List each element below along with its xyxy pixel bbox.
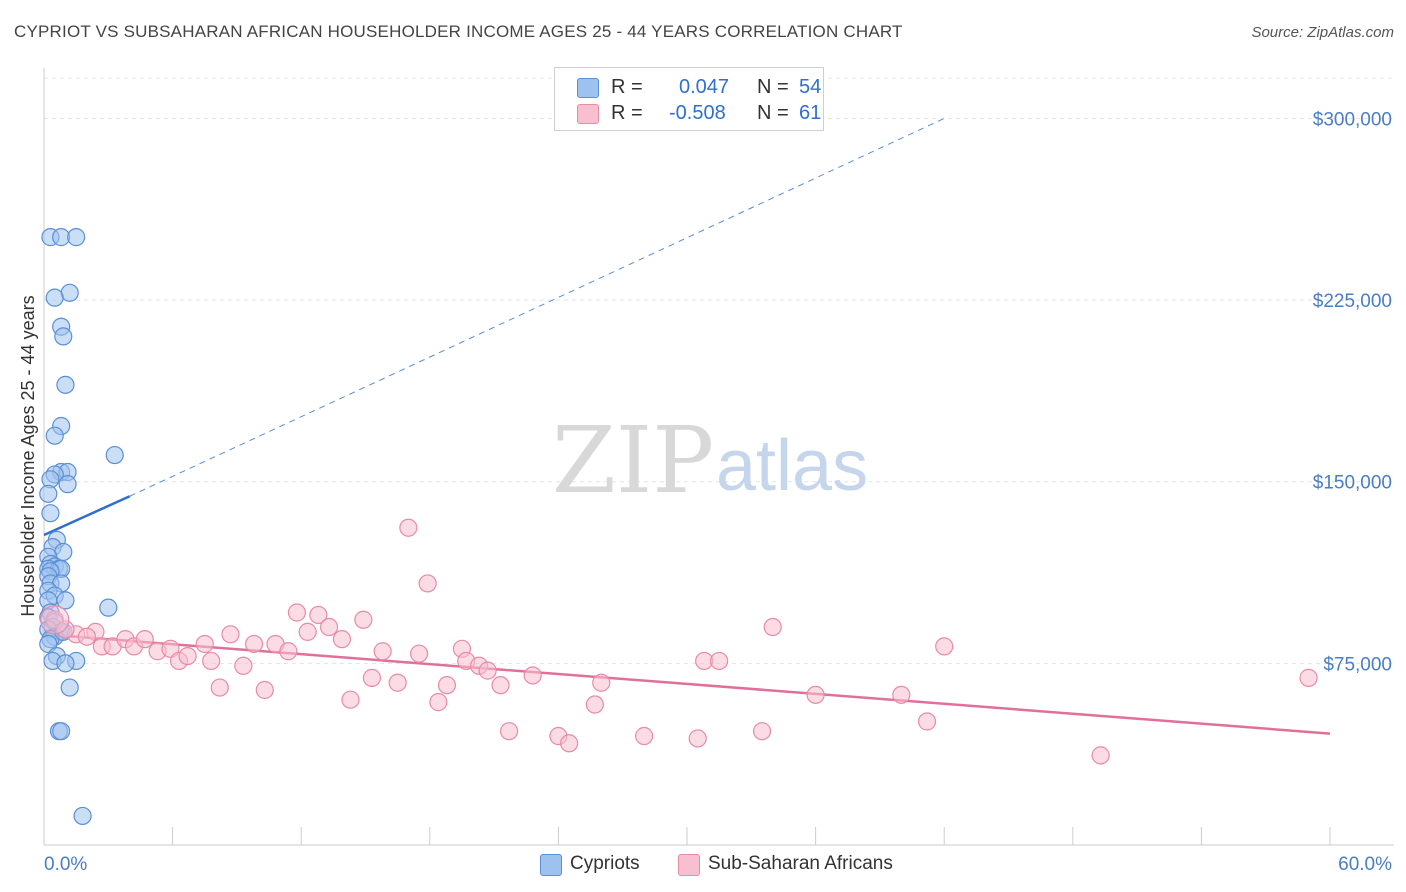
sub-saharan-africans-point (319, 617, 339, 637)
cypriots-point (45, 426, 64, 445)
sub-saharan-africans-point (409, 644, 429, 663)
sub-saharan-africans-point (287, 603, 307, 622)
sub-saharan-africans-point (135, 630, 154, 649)
cypriots-point (56, 654, 75, 673)
sub-saharan-africans-point (418, 574, 437, 593)
legend-swatch-sub-saharan-africans (678, 854, 700, 876)
r-value: -0.508 (669, 102, 726, 124)
sub-saharan-africans-point (309, 605, 328, 625)
n-label: N = (757, 102, 789, 124)
y-tick-label: $225,000 (1313, 291, 1392, 312)
sub-saharan-africans-point (763, 617, 782, 637)
chart-source: Source: ZipAtlas.com (1251, 24, 1394, 41)
sub-saharan-africans-point (388, 673, 407, 692)
cypriots-point (41, 504, 60, 523)
r-label: R = (611, 76, 643, 98)
cypriots-point (54, 327, 73, 346)
legend-swatch-cypriots (577, 78, 599, 98)
r-value: 0.047 (679, 76, 730, 98)
cypriots-trend-line (43, 495, 131, 537)
cypriots-point (67, 228, 86, 247)
y-tick-label: $300,000 (1313, 109, 1392, 130)
grid-lines (44, 77, 1394, 664)
sub-saharan-africans-point (500, 722, 519, 741)
sub-saharan-africans-point (752, 722, 772, 741)
sub-saharan-africans-point (560, 734, 579, 753)
data-points (39, 228, 1318, 826)
y-tick-label: $150,000 (1313, 473, 1392, 494)
x-tick-label: 60.0% (1338, 854, 1392, 875)
cypriots-point (39, 484, 58, 503)
sub-saharan-africans-point (523, 666, 542, 685)
sub-saharan-africans-point (917, 712, 937, 731)
axes (43, 68, 1394, 846)
axis-labels: Householder Income Ages 25 - 44 years $7… (18, 109, 1392, 875)
sub-saharan-africans-point (210, 678, 229, 697)
sub-saharan-africans-point (298, 622, 317, 641)
sub-saharan-africans-point (806, 685, 825, 704)
sub-saharan-africans-point (40, 605, 70, 635)
legend-swatch-sub-saharan-africans (577, 104, 599, 124)
sub-saharan-africans-point (1299, 668, 1318, 687)
sub-saharan-africans-point (491, 676, 510, 695)
sub-saharan-africans-point (429, 693, 448, 712)
cypriots-point (105, 445, 124, 465)
sub-saharan-africans-point (399, 518, 418, 537)
sub-saharan-africans-point (244, 634, 264, 654)
cypriots-point (60, 283, 79, 302)
chart-title: CYPRIOT VS SUBSAHARAN AFRICAN HOUSEHOLDE… (14, 22, 903, 41)
x-tick-label: 0.0% (44, 854, 87, 875)
sub-saharan-africans-trend-line (43, 633, 1331, 735)
y-axis-label: Householder Income Ages 25 - 44 years (18, 295, 38, 616)
cypriots-point (73, 806, 92, 826)
cypriots-point (52, 722, 71, 741)
cypriots-point (58, 475, 77, 494)
sub-saharan-africans-point (221, 625, 240, 644)
sub-saharan-africans-point (234, 656, 253, 675)
legend-swatch-cypriots (540, 854, 562, 876)
sub-saharan-africans-point (341, 690, 360, 709)
sub-saharan-africans-point (77, 627, 96, 646)
cypriots-point (56, 375, 75, 394)
sub-saharan-africans-point (478, 661, 497, 680)
sub-saharan-africans-point (437, 676, 457, 695)
sub-saharan-africans-point (195, 634, 214, 654)
sub-saharan-africans-point (202, 651, 221, 671)
sub-saharan-africans-point (354, 610, 373, 629)
n-label: N = (757, 76, 789, 98)
cypriots-point (45, 288, 64, 307)
sub-saharan-africans-point (1091, 746, 1110, 765)
cypriots-point (99, 598, 118, 617)
series-legend: Cypriots Sub-Saharan Africans (0, 852, 1406, 878)
cypriots-point (60, 678, 79, 697)
sub-saharan-africans-point (635, 726, 654, 746)
cypriots-trend-extension (129, 117, 945, 497)
n-value: 61 (799, 102, 822, 124)
r-label: R = (611, 102, 643, 124)
legend-label-sub-saharan-africans: Sub-Saharan Africans (708, 853, 893, 874)
sub-saharan-africans-point (279, 642, 298, 661)
sub-saharan-africans-point (688, 729, 707, 748)
watermark-atlas: atlas (716, 426, 868, 506)
sub-saharan-africans-point (710, 651, 729, 671)
watermark-zip: ZIP (552, 407, 714, 514)
sub-saharan-africans-point (935, 637, 954, 656)
sub-saharan-africans-point (892, 685, 911, 704)
watermark: ZIP atlas (552, 407, 868, 514)
sub-saharan-africans-point (373, 642, 392, 661)
sub-saharan-africans-point (255, 680, 274, 700)
y-tick-label: $75,000 (1323, 654, 1392, 675)
sub-saharan-africans-point (585, 695, 604, 714)
n-value: 54 (799, 76, 822, 98)
sub-saharan-africans-point (592, 673, 611, 692)
sub-saharan-africans-point (362, 668, 382, 687)
sub-saharan-africans-point (332, 630, 352, 649)
legend-label-cypriots: Cypriots (570, 853, 640, 874)
sub-saharan-africans-point (178, 646, 197, 666)
correlation-legend: R = 0.047 N = 54 R = -0.508 N = 61 (554, 67, 824, 131)
